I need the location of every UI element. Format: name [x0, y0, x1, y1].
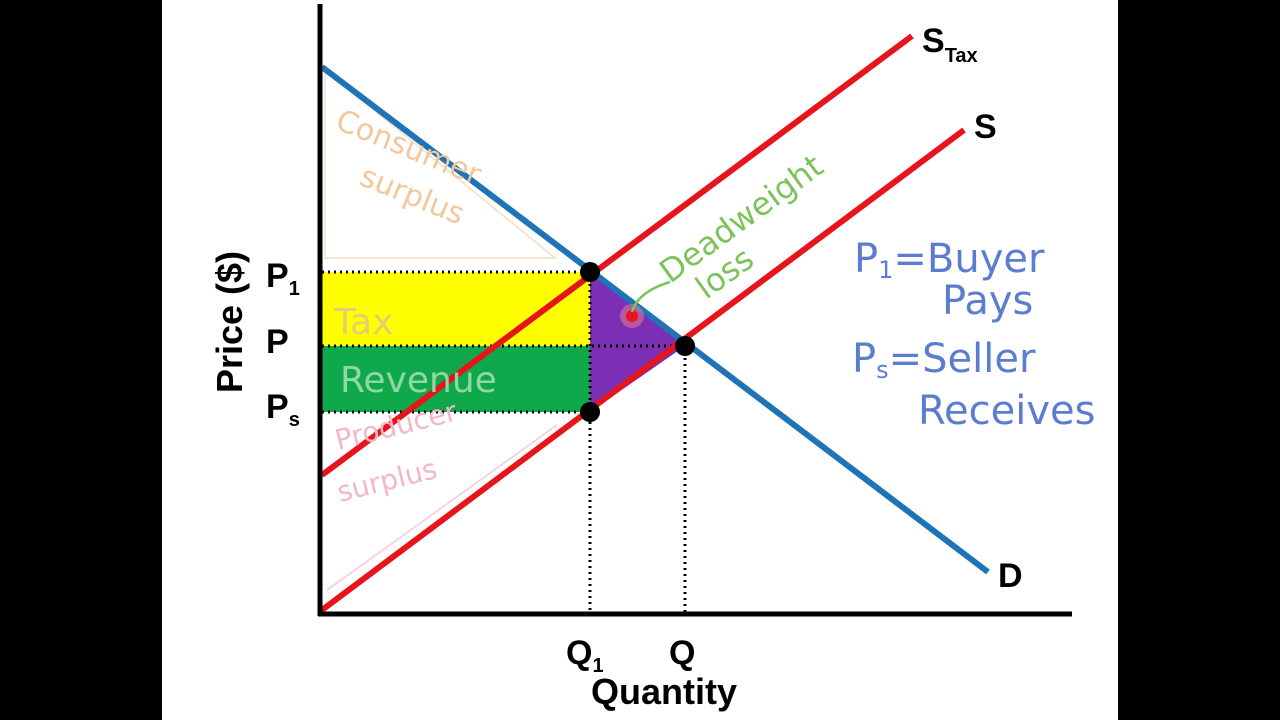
tax-incidence-diagram: Price ($) Quantity P1 P Ps Q1 Q STax S D…	[209, 4, 1095, 712]
supply-tax-curve	[320, 33, 914, 478]
curve-label-s: S	[974, 108, 997, 146]
curve-label-stax: STax	[922, 22, 978, 67]
y-axis-title: Price ($)	[209, 251, 250, 393]
supply-curve	[320, 127, 966, 613]
demand-curve	[320, 64, 990, 575]
guide-lines	[322, 270, 687, 612]
svg-text:surplus: surplus	[334, 452, 441, 509]
price-label-p1: P1	[266, 257, 300, 300]
curve-label-d: D	[998, 557, 1023, 595]
svg-text:P1=Buyer: P1=Buyer	[854, 236, 1045, 284]
consumer-surplus-note: Consumer surplus	[331, 103, 487, 232]
point-buyer-price	[580, 262, 600, 282]
revenue-note: Revenue	[340, 360, 497, 401]
consumer-surplus-region	[324, 68, 558, 259]
diagram-canvas: Price ($) Quantity P1 P Ps Q1 Q STax S D…	[162, 0, 1118, 720]
svg-text:Pays: Pays	[942, 278, 1033, 324]
svg-text:Ps=Seller: Ps=Seller	[852, 336, 1036, 384]
seller-receives-note: Ps=Seller Receives	[852, 336, 1095, 434]
tax-note: Tax	[333, 302, 393, 343]
quantity-label-q: Q	[669, 634, 695, 672]
deadweight-arrow	[630, 280, 671, 313]
price-label-ps: Ps	[266, 388, 300, 431]
pointer-dot	[626, 310, 638, 322]
quantity-label-q1: Q1	[566, 634, 604, 677]
point-seller-price	[580, 402, 600, 422]
deadweight-loss-note: Deadweight loss	[652, 147, 830, 307]
deadweight-loss-area	[590, 272, 685, 412]
svg-text:Receives: Receives	[918, 388, 1095, 434]
buyer-pays-note: P1=Buyer Pays	[854, 236, 1045, 324]
x-axis-title: Quantity	[591, 671, 737, 712]
producer-surplus-hatch	[326, 424, 558, 591]
price-label-p: P	[266, 323, 289, 361]
point-equilibrium	[675, 336, 695, 356]
